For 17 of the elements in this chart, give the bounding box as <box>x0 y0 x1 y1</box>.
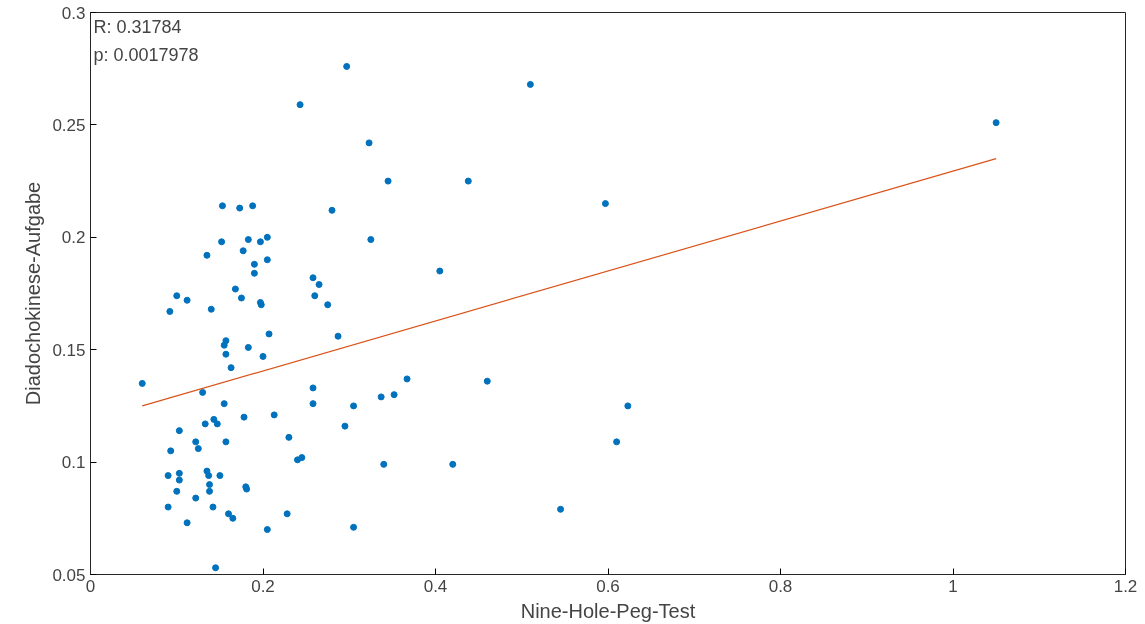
y-tick-label: 0.2 <box>61 228 86 248</box>
x-tick-label: 0 <box>85 576 96 596</box>
y-tick-label: 0.05 <box>52 565 86 585</box>
x-axis-title: Nine-Hole-Peg-Test <box>520 599 696 622</box>
y-axis-title: Diadochokinese-Aufgabe <box>22 181 45 406</box>
y-tick-label: 0.25 <box>52 115 86 135</box>
annotation: p: 0.0017978 <box>93 44 199 65</box>
x-tick-label: 1.2 <box>1113 576 1138 596</box>
x-tick-label: 0.2 <box>251 576 275 596</box>
x-tick-label: 0.6 <box>596 576 620 596</box>
y-tick-label: 0.1 <box>61 453 86 473</box>
y-tick-label: 0.15 <box>52 340 86 360</box>
y-tick-label: 0.3 <box>61 3 86 23</box>
annotation: R: 0.31784 <box>93 16 182 37</box>
x-tick-label: 0.4 <box>423 576 448 596</box>
x-tick-label: 0.8 <box>768 576 793 596</box>
x-tick-label: 1 <box>948 576 958 596</box>
